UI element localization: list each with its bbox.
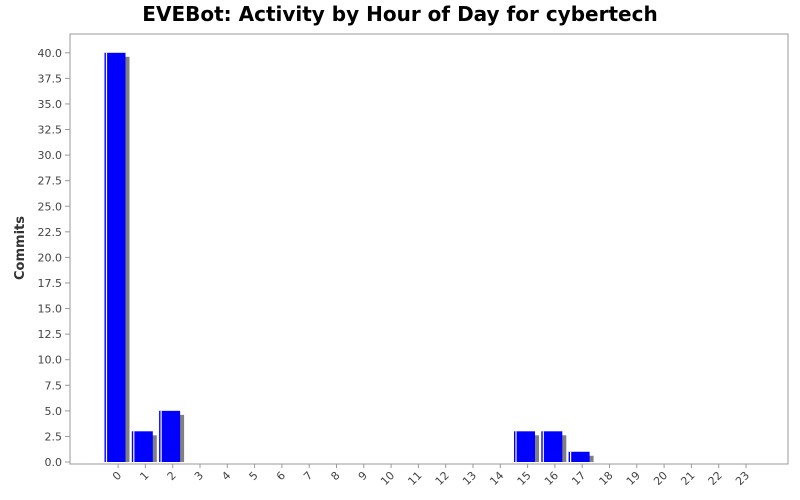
y-tick-label: 7.5 (45, 379, 63, 392)
x-tick-label: 12 (433, 469, 452, 488)
bars (104, 52, 594, 463)
x-tick-label: 19 (624, 469, 643, 488)
x-tick-label: 3 (192, 469, 206, 483)
x-tick-label: 2 (165, 469, 179, 483)
x-tick-label: 11 (405, 469, 424, 488)
x-tick-label: 17 (569, 469, 588, 488)
bar-hour-0 (104, 52, 126, 463)
y-tick-label: 15.0 (38, 303, 63, 316)
y-tick-label: 22.5 (38, 226, 63, 239)
y-tick-label: 30.0 (38, 149, 63, 162)
x-tick-label: 1 (137, 469, 151, 483)
x-tick-label: 4 (219, 469, 233, 483)
x-tick-label: 0 (110, 469, 124, 483)
x-tick-label: 5 (247, 469, 261, 483)
x-tick-label: 16 (542, 469, 561, 488)
x-tick-label: 20 (651, 469, 670, 488)
x-tick-label: 8 (328, 469, 342, 483)
chart-title: EVEBot: Activity by Hour of Day for cybe… (142, 2, 657, 26)
y-tick-label: 20.0 (38, 251, 63, 264)
bar-hour-2 (159, 410, 181, 462)
y-tick-label: 32.5 (38, 124, 63, 137)
y-tick-label: 17.5 (38, 277, 63, 290)
x-axis: 0 1 2 3 4 5 6 7 8 9 10 11 12 13 14 15 16 17 18 19 20 21 22 23 (110, 464, 752, 488)
y-tick-label: 37.5 (38, 72, 63, 85)
x-tick-label: 14 (487, 469, 506, 488)
y-axis-label: Commits (13, 216, 28, 280)
bar-hour-16 (541, 431, 563, 462)
x-tick-label: 22 (706, 469, 725, 488)
y-tick-label: 35.0 (38, 98, 63, 111)
x-tick-label: 10 (378, 469, 397, 488)
x-tick-label: 13 (460, 469, 479, 488)
y-tick-label: 5.0 (45, 405, 63, 418)
y-axis: 0.0 2.5 5.0 7.5 10.0 12.5 15.0 17.5 20.0 22.5 25.0… (38, 47, 70, 469)
y-tick-label: 25.0 (38, 200, 63, 213)
y-tick-label: 40.0 (38, 47, 63, 60)
y-tick-label: 0.0 (45, 456, 63, 469)
x-tick-label: 6 (274, 469, 288, 483)
x-tick-label: 15 (515, 469, 534, 488)
bar-hour-15 (514, 431, 535, 462)
y-tick-label: 27.5 (38, 175, 63, 188)
bar-hour-17 (568, 451, 590, 462)
bar-hour-1 (131, 431, 153, 462)
y-tick-label: 12.5 (38, 328, 63, 341)
plot-area (69, 33, 789, 465)
x-tick-label: 18 (597, 469, 616, 488)
x-tick-label: 21 (678, 469, 697, 488)
x-tick-label: 9 (356, 469, 370, 483)
x-tick-label: 7 (301, 469, 315, 483)
y-tick-label: 2.5 (45, 430, 63, 443)
y-tick-label: 10.0 (38, 354, 63, 367)
x-tick-label: 23 (733, 469, 752, 488)
